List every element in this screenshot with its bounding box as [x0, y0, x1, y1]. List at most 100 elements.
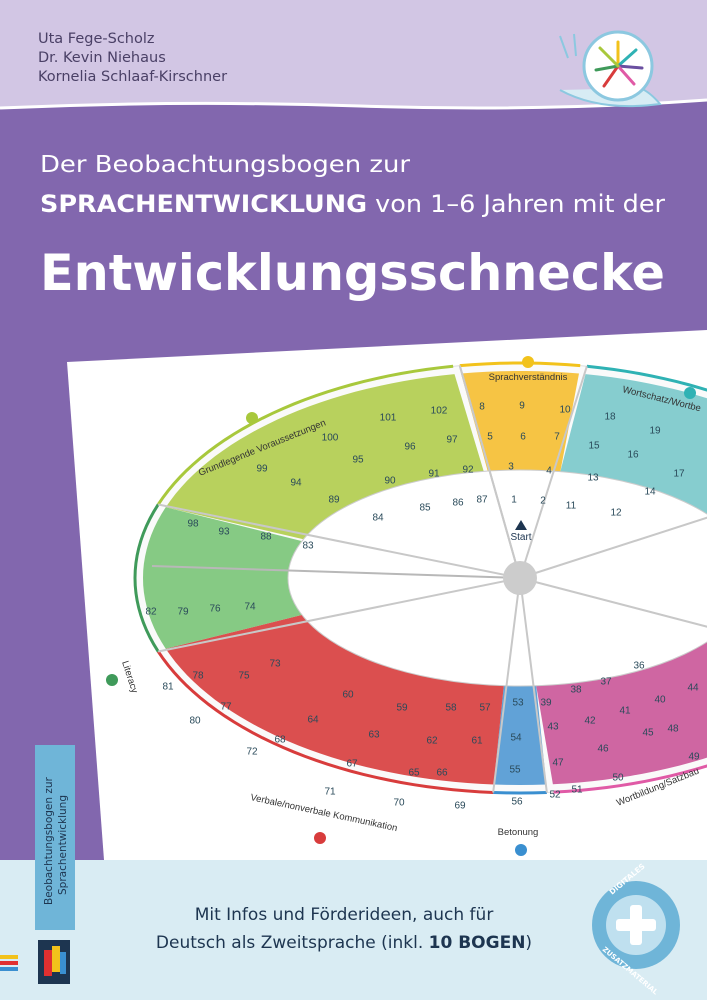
- section-dot: [684, 387, 696, 399]
- footer-text: Deutsch als Zweitsprache (inkl.: [156, 933, 423, 953]
- cell-number: 57: [479, 703, 491, 714]
- cell-number: 13: [587, 473, 599, 484]
- section-area: [493, 685, 547, 785]
- cell-number: 96: [404, 442, 416, 453]
- title-line: SPRACHENTWICKLUNG von 1–6 Jahren mit der: [40, 190, 665, 218]
- footer-bold: 10 BOGEN: [429, 933, 526, 953]
- cell-number: 71: [324, 787, 336, 798]
- section-dot: [314, 832, 326, 844]
- main-title: Entwicklungsschnecke: [40, 244, 665, 302]
- footer-line: Deutsch als Zweitsprache (inkl. 10 BOGEN…: [156, 933, 532, 953]
- authors: Uta Fege-Scholz Dr. Kevin Niehaus Kornel…: [38, 31, 227, 85]
- footer: Mit Infos und Förderideen, auch für Deut…: [156, 905, 532, 953]
- cell-number: 41: [619, 706, 631, 717]
- section-dot: [106, 674, 118, 686]
- cell-number: 85: [419, 503, 431, 514]
- cell-number: 16: [627, 450, 639, 461]
- cell-number: 92: [462, 465, 474, 476]
- cell-number: 14: [644, 487, 656, 498]
- cell-number: 61: [471, 736, 483, 747]
- cell-number: 93: [218, 527, 230, 538]
- spoke: [458, 365, 521, 579]
- section-area: [536, 625, 707, 785]
- cell-number: 101: [380, 413, 397, 424]
- cell-number: 76: [209, 604, 221, 615]
- cell-number: 50: [612, 773, 624, 784]
- cell-number: 97: [446, 435, 458, 446]
- cell-number: 63: [368, 730, 380, 741]
- author: Dr. Kevin Niehaus: [38, 50, 166, 66]
- cell-number: 36: [633, 661, 645, 672]
- cell-number: 68: [274, 735, 286, 746]
- cell-number: 58: [445, 703, 457, 714]
- cell-number: 60: [342, 690, 354, 701]
- start-label: Start: [510, 532, 531, 543]
- section-rim: [156, 650, 494, 794]
- section-area: [143, 507, 302, 649]
- section-dot: [515, 844, 527, 856]
- spine-text: Beobachtungsbogen zur Sprachentwicklung: [43, 776, 69, 905]
- cell-number: 64: [307, 715, 319, 726]
- spoke: [519, 577, 707, 670]
- cell-number: 54: [510, 733, 522, 744]
- cell-number: 56: [511, 797, 523, 808]
- cell-number: 6: [520, 432, 526, 443]
- cell-number: 46: [597, 744, 609, 755]
- spoke: [519, 577, 548, 793]
- cell-number: 62: [426, 736, 438, 747]
- cell-number: 48: [667, 724, 679, 735]
- cell-number: 38: [570, 685, 582, 696]
- spine-line: Beobachtungsbogen zur: [43, 776, 55, 905]
- section-area: [165, 614, 504, 785]
- cell-number: 81: [162, 682, 174, 693]
- title-caps: SPRACHENTWICKLUNG: [40, 190, 367, 218]
- spine-tab: [35, 745, 75, 930]
- cell-number: 65: [408, 768, 420, 779]
- footer-text: ): [525, 933, 532, 953]
- spoke: [519, 469, 707, 579]
- spoke: [158, 503, 521, 579]
- cell-number: 83: [302, 541, 314, 552]
- hub: [503, 561, 537, 595]
- cell-number: 82: [145, 607, 157, 618]
- author: Uta Fege-Scholz: [38, 31, 155, 47]
- cell-number: 52: [549, 790, 561, 801]
- cell-number: 37: [600, 677, 612, 688]
- cell-number: 59: [396, 703, 408, 714]
- author: Kornelia Schlaaf-Kirschner: [38, 69, 227, 85]
- section-rim: [459, 361, 581, 368]
- cell-number: 12: [610, 508, 622, 519]
- cell-number: 3: [508, 462, 514, 473]
- cell-number: 90: [384, 476, 396, 487]
- cell-number: 5: [487, 432, 493, 443]
- cell-number: 15: [588, 441, 600, 452]
- cell-number: 99: [256, 464, 268, 475]
- snail-logo: [559, 30, 662, 108]
- cell-number: 51: [571, 785, 583, 796]
- cell-number: 7: [554, 432, 560, 443]
- section-area: [461, 371, 579, 472]
- cell-number: 44: [687, 683, 699, 694]
- title-rest: von 1–6 Jahren mit der: [375, 190, 665, 218]
- cell-number: 42: [584, 716, 596, 727]
- cell-number: 84: [372, 513, 384, 524]
- spoke: [519, 365, 588, 579]
- cell-number: 73: [269, 659, 281, 670]
- section-area: [560, 374, 707, 524]
- cell-number: 89: [328, 495, 340, 506]
- title: Der Beobachtungsbogen zur SPRACHENTWICKL…: [40, 152, 665, 302]
- cell-number: 94: [290, 478, 302, 489]
- cell-number: 43: [547, 722, 559, 733]
- cell-number: 1: [511, 495, 517, 506]
- section-rim: [156, 364, 454, 506]
- bottom-band: [0, 860, 707, 1000]
- footer-line: Mit Infos und Förderideen, auch für: [195, 905, 494, 925]
- cell-number: 53: [512, 698, 524, 709]
- cell-number: 4: [546, 466, 552, 477]
- cell-number: 91: [428, 469, 440, 480]
- section-rim: [553, 667, 707, 794]
- cell-number: 66: [436, 768, 448, 779]
- cell-number: 102: [431, 406, 448, 417]
- cell-number: 55: [509, 765, 521, 776]
- cell-number: 86: [452, 498, 464, 509]
